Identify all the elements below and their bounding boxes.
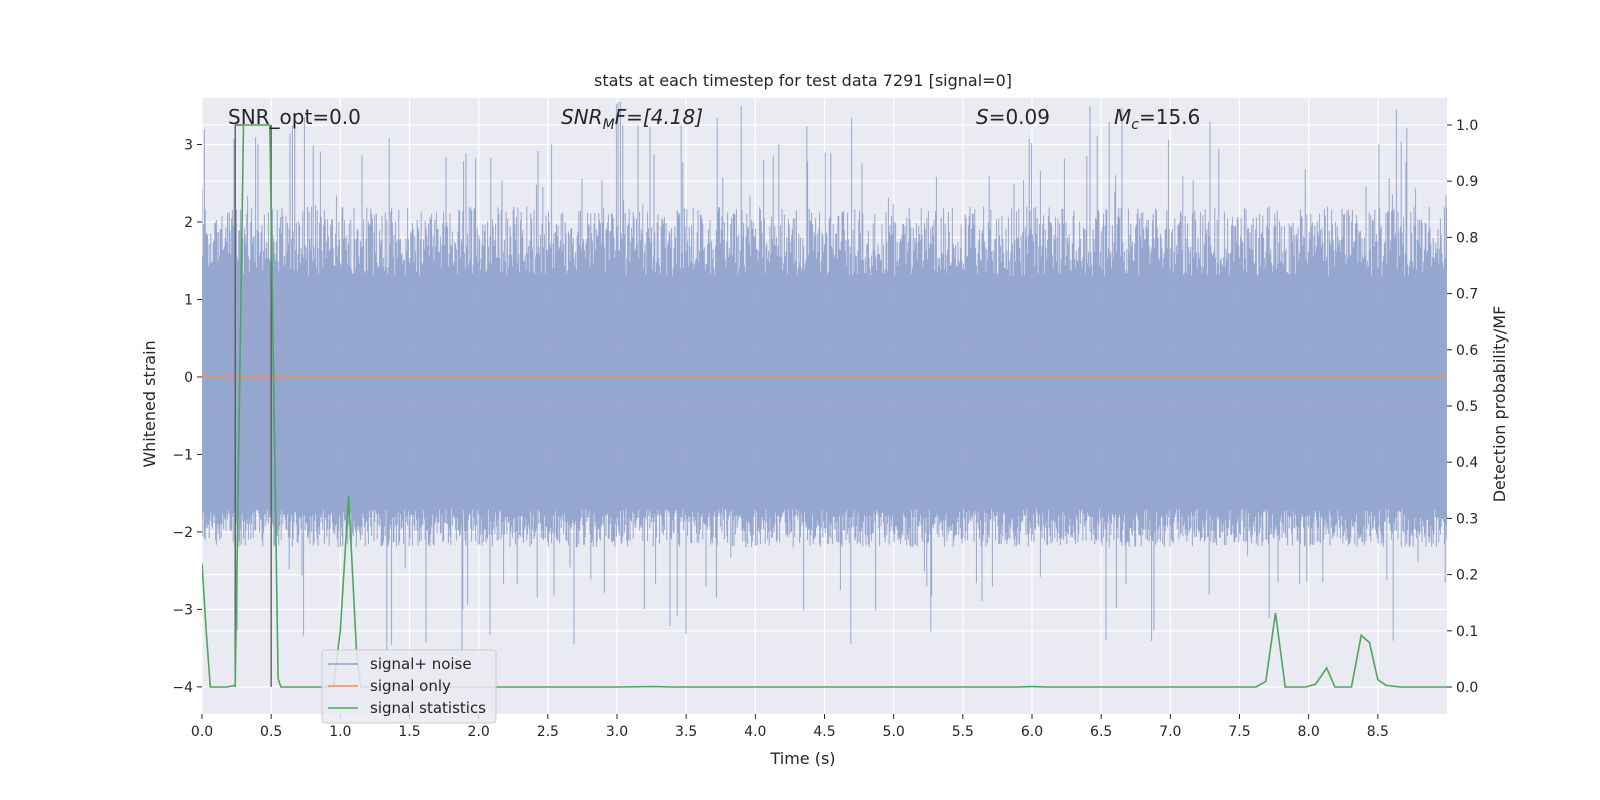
annotation-snr-mf-prefix: SNR xyxy=(561,105,603,129)
x-tick-label: 6.5 xyxy=(1090,724,1112,740)
x-tick-label: 0.5 xyxy=(260,724,282,740)
chart-title: stats at each timestep for test data 729… xyxy=(594,71,1012,90)
x-tick-label: 2.5 xyxy=(537,724,559,740)
y-axis-right-label: Detection probability/MF xyxy=(1490,306,1509,503)
y-right-tick-label: 0.6 xyxy=(1456,343,1478,359)
y-left-tick-label: 2 xyxy=(184,215,193,231)
plot-area xyxy=(201,98,1447,714)
x-tick-label: 4.5 xyxy=(813,724,835,740)
y-left-tick-label: −4 xyxy=(172,680,193,696)
annotation-s-suffix: =0.09 xyxy=(989,105,1050,129)
y-left-tick-label: −3 xyxy=(172,602,193,618)
y-axis-right-ticks: 1.0 0.9 0.8 0.7 0.6 0.5 0.4 0.3 0.2 0.1 0.0 xyxy=(1447,118,1478,696)
annotation-mc: Mc=15.6 xyxy=(1114,105,1200,133)
annotation-snr-mf-suffix: F=[4.18] xyxy=(615,105,703,129)
annotation-s: S=0.09 xyxy=(976,105,1050,129)
x-tick-label: 4.0 xyxy=(744,724,766,740)
x-axis-label: Time (s) xyxy=(769,749,835,768)
x-tick-label: 1.0 xyxy=(329,724,351,740)
annotation-s-prefix: S xyxy=(976,105,989,129)
legend-label-signal: signal only xyxy=(370,677,451,695)
x-tick-label: 7.5 xyxy=(1228,724,1250,740)
x-tick-label: 8.5 xyxy=(1367,724,1389,740)
y-left-tick-label: −1 xyxy=(172,447,193,463)
series-signal-plus-noise xyxy=(202,102,1447,655)
x-axis-ticks: 0.0 0.5 1.0 1.5 2.0 2.5 3.0 3.5 4.0 4.5 5.0 5.5 6.0 6… xyxy=(191,714,1389,740)
annotation-mc-prefix: M xyxy=(1114,105,1131,129)
y-right-tick-label: 0.4 xyxy=(1456,455,1478,471)
x-tick-label: 8.0 xyxy=(1298,724,1320,740)
y-right-tick-label: 0.2 xyxy=(1456,568,1478,584)
y-left-tick-label: 1 xyxy=(184,292,193,308)
x-tick-label: 7.0 xyxy=(1159,724,1181,740)
x-tick-label: 1.5 xyxy=(398,724,420,740)
x-tick-label: 3.0 xyxy=(606,724,628,740)
x-tick-label: 6.0 xyxy=(1021,724,1043,740)
x-tick-label: 3.5 xyxy=(675,724,697,740)
legend-label-noise: signal+ noise xyxy=(370,655,472,673)
y-right-tick-label: 0.3 xyxy=(1456,511,1478,527)
annotation-snr-mf: SNRMF=[4.18] xyxy=(561,105,703,133)
legend: signal+ noise signal only signal statist… xyxy=(321,649,497,724)
x-tick-label: 2.0 xyxy=(468,724,490,740)
y-right-tick-label: 0.9 xyxy=(1456,174,1478,190)
y-right-tick-label: 0.5 xyxy=(1456,399,1478,415)
y-axis-left-ticks: 3 2 1 0 −1 −2 −3 −4 xyxy=(172,137,202,696)
x-tick-label: 5.0 xyxy=(883,724,905,740)
legend-label-stats: signal statistics xyxy=(370,699,486,717)
y-left-tick-label: −2 xyxy=(172,525,193,541)
annotation-snr-opt: SNR_opt=0.0 xyxy=(228,105,361,129)
y-right-tick-label: 0.1 xyxy=(1456,624,1478,640)
y-axis-left-label: Whitened strain xyxy=(140,340,159,467)
annotation-snr-mf-sub: M xyxy=(603,117,615,133)
legend-box xyxy=(321,649,497,724)
y-left-tick-label: 0 xyxy=(184,370,193,386)
noise-trace xyxy=(202,102,1447,655)
y-right-tick-label: 1.0 xyxy=(1456,118,1478,134)
y-right-tick-label: 0.0 xyxy=(1456,680,1478,696)
y-right-tick-label: 0.8 xyxy=(1456,230,1478,246)
annotation-mc-sub: c xyxy=(1131,117,1139,133)
series-signal-statistics xyxy=(202,124,1447,688)
annotation-mc-suffix: =15.6 xyxy=(1139,105,1200,129)
x-tick-label: 5.5 xyxy=(952,724,974,740)
y-left-tick-label: 3 xyxy=(184,137,193,153)
y-right-tick-label: 0.7 xyxy=(1456,287,1478,303)
x-tick-label: 0.0 xyxy=(191,724,213,740)
